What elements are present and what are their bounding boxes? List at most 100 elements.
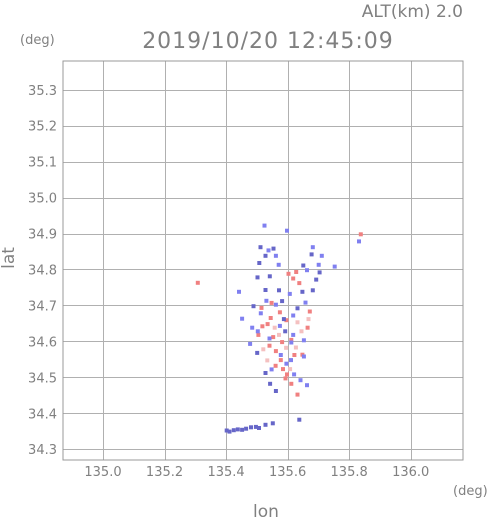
data-point [240,316,245,321]
data-point [277,332,281,337]
data-point [357,239,361,244]
data-point [267,343,272,348]
data-point [273,253,278,258]
data-point [273,302,278,307]
data-point [244,426,249,431]
data-point [289,358,293,363]
data-point [258,245,263,250]
data-point [240,427,245,432]
data-point [273,389,278,393]
data-point [301,263,306,268]
data-point [305,325,310,330]
data-point [256,332,261,337]
data-point [288,367,293,372]
data-point [270,421,275,426]
data-point [299,329,304,334]
data-point [255,275,260,280]
y-tick-label: 35.1 [28,156,57,171]
data-point [264,298,269,303]
data-point [309,252,314,257]
data-point [195,280,200,285]
data-point [265,358,270,363]
data-point [305,383,309,388]
data-point [295,392,300,397]
data-point [257,426,261,430]
data-point [281,367,285,372]
data-point [251,304,256,309]
data-point [291,332,296,337]
data-point [277,310,282,315]
data-point [317,270,322,275]
data-point [266,248,271,253]
data-point [284,318,289,323]
data-point [235,427,240,432]
altitude-label: ALT(km) 2.0 [362,2,463,22]
y-tick-label: 35.2 [28,120,57,135]
data-point [271,335,276,340]
chart-title: 2019/10/20 12:45:09 [142,29,394,54]
data-point [319,253,324,258]
data-point [283,329,288,334]
data-point [316,262,321,267]
data-point [231,428,236,433]
data-point [287,291,292,296]
data-point [285,228,289,233]
data-point [289,337,294,342]
data-point [291,276,296,281]
data-point [278,358,283,363]
data-point [280,340,285,345]
data-point [248,341,253,346]
data-point [310,288,315,293]
x-tick-label: 135.0 [84,465,121,480]
data-point [227,429,232,434]
data-point [305,268,309,273]
data-points [195,223,363,434]
data-point [297,417,302,422]
y-tick-labels: 35.3 35.2 35.1 35.0 34.9 34.8 34.7 34.6 34.5 34.4… [28,84,57,458]
data-point [263,288,268,292]
data-point [289,381,294,386]
data-point [306,317,311,322]
data-point [258,311,263,316]
data-point [276,262,281,267]
y-tick-label: 34.4 [28,407,57,422]
data-point [286,271,291,276]
data-point [237,289,241,294]
data-point [260,324,265,329]
x-tick-label: 135.4 [207,465,244,480]
data-point [255,350,260,355]
data-point [263,371,268,375]
x-tick-label: 135.8 [331,465,368,480]
y-axis-label: lat [0,247,19,269]
data-point [250,325,255,330]
data-point [261,347,266,352]
y-tick-label: 34.6 [28,335,57,350]
plot-frame [62,60,464,461]
data-point [267,274,272,279]
y-tick-label: 35.3 [28,84,57,99]
data-point [262,223,267,228]
data-point [294,270,299,274]
x-tick-labels: 135.0 135.2 135.4 135.6 135.8 136.0 [84,465,429,480]
data-point [293,345,298,350]
data-point [289,340,294,345]
x-tick-label: 135.6 [269,465,306,480]
data-point [314,277,319,282]
y-tick-label: 34.7 [28,299,57,314]
data-point [272,325,277,330]
data-point [263,422,268,427]
data-point [284,361,289,366]
data-point [265,322,270,327]
data-point [292,372,297,377]
data-point [267,336,272,341]
data-point [358,232,363,237]
data-point [278,353,283,357]
data-point [292,353,297,357]
x-axis-label: lon [253,502,279,521]
data-point [281,317,286,322]
grid [63,61,463,460]
data-point [277,288,281,293]
data-point [295,320,300,325]
data-point [284,345,289,350]
